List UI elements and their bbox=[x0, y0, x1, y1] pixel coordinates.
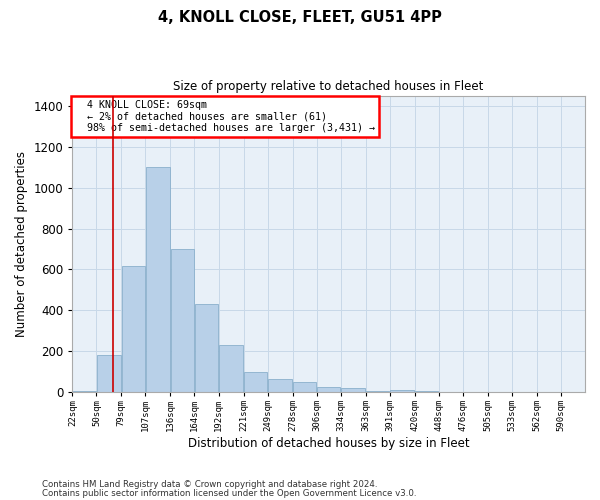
Bar bbox=[195, 304, 218, 392]
Text: Contains HM Land Registry data © Crown copyright and database right 2024.: Contains HM Land Registry data © Crown c… bbox=[42, 480, 377, 489]
Bar bbox=[341, 388, 365, 392]
X-axis label: Distribution of detached houses by size in Fleet: Distribution of detached houses by size … bbox=[188, 437, 469, 450]
Text: Contains public sector information licensed under the Open Government Licence v3: Contains public sector information licen… bbox=[42, 490, 416, 498]
Y-axis label: Number of detached properties: Number of detached properties bbox=[15, 151, 28, 337]
Bar bbox=[122, 266, 145, 392]
Bar bbox=[293, 382, 316, 392]
Bar bbox=[171, 249, 194, 392]
Title: Size of property relative to detached houses in Fleet: Size of property relative to detached ho… bbox=[173, 80, 484, 93]
Bar bbox=[219, 345, 243, 392]
Bar bbox=[146, 167, 170, 392]
Bar bbox=[268, 379, 292, 392]
Bar bbox=[97, 356, 121, 392]
Bar bbox=[317, 387, 340, 392]
Bar bbox=[244, 372, 267, 392]
Text: 4 KNOLL CLOSE: 69sqm
  ← 2% of detached houses are smaller (61)
  98% of semi-de: 4 KNOLL CLOSE: 69sqm ← 2% of detached ho… bbox=[75, 100, 375, 133]
Text: 4, KNOLL CLOSE, FLEET, GU51 4PP: 4, KNOLL CLOSE, FLEET, GU51 4PP bbox=[158, 10, 442, 25]
Bar bbox=[366, 391, 389, 392]
Bar bbox=[390, 390, 415, 392]
